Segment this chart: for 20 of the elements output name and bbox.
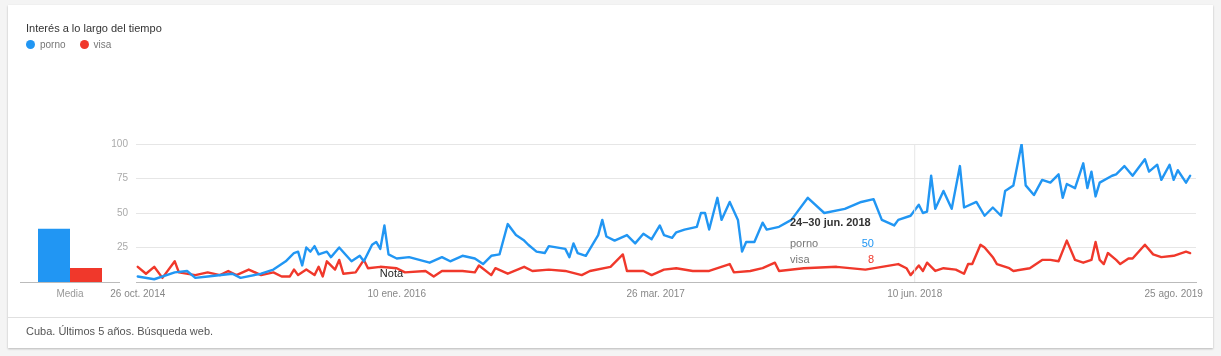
y-tick-label: 50 <box>116 206 129 218</box>
x-tick-label: 10 ene. 2016 <box>367 287 427 299</box>
annotation: 50 <box>860 237 874 249</box>
y-tick-label: 25 <box>116 241 129 253</box>
x-tick-label: 26 mar. 2017 <box>626 287 686 299</box>
x-tick-label: 26 oct. 2014 <box>110 287 166 299</box>
chart-title: Interés a lo largo del tiempo <box>26 22 162 34</box>
y-tick-label: 75 <box>116 172 129 184</box>
legend-label: porno <box>40 39 66 50</box>
annotation: Nota <box>379 266 404 279</box>
text: Cuba. Últimos 5 años. Búsqueda web. <box>26 325 214 337</box>
annotation: 8 <box>866 253 874 265</box>
x-tick-label: Media <box>56 287 85 299</box>
annotation: 24–30 jun. 2018 <box>790 216 871 228</box>
y-tick-label: 100 <box>111 137 129 149</box>
text: visa <box>790 253 810 265</box>
legend-label: visa <box>93 39 112 50</box>
x-tick-label: 10 jun. 2018 <box>887 287 943 299</box>
text: porno <box>790 237 819 249</box>
x-tick-label: 25 ago. 2019 <box>1144 287 1204 299</box>
